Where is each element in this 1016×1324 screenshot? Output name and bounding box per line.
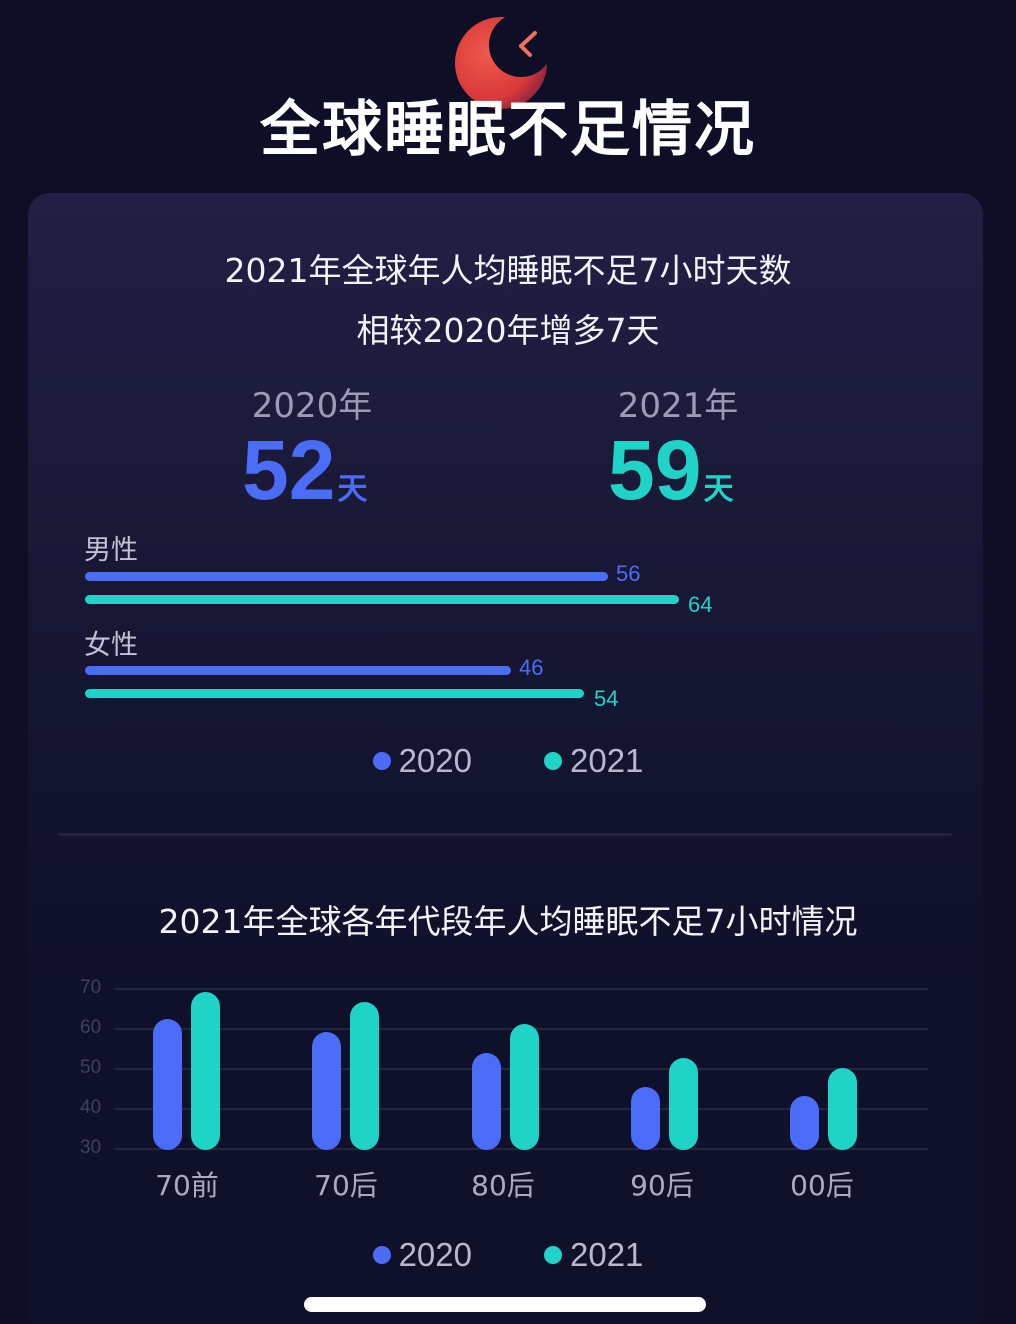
bar-80hou-2021: [510, 1024, 539, 1150]
home-indicator[interactable]: [304, 1297, 706, 1312]
section-divider: [58, 833, 952, 836]
legend-dot-2021-icon: [544, 1246, 562, 1264]
bar-male-2021: [85, 595, 679, 604]
group-label-male: 男性: [84, 535, 138, 566]
value-2020: 52天: [242, 428, 367, 532]
year-2020-label: 2020年: [251, 386, 373, 426]
y-tick-60: 60: [80, 1017, 102, 1038]
bar-70qian-2020: [153, 1019, 182, 1150]
legend-item-2020: 2020: [372, 742, 472, 780]
bar-90hou-2021: [669, 1058, 698, 1150]
age-legend: 2020 2021: [0, 1236, 1016, 1274]
x-tick-80hou: 80后: [471, 1169, 535, 1202]
value-2020-number: 52: [242, 423, 336, 517]
page-title: 全球睡眠不足情况: [260, 95, 756, 165]
legend-label-2020: 2020: [398, 742, 472, 779]
x-tick-90hou: 90后: [630, 1169, 694, 1202]
bar-80hou-2020: [472, 1053, 501, 1150]
legend-label-2021: 2021: [570, 1236, 644, 1273]
bar-female-2021: [85, 689, 584, 698]
value-2021-unit: 天: [703, 472, 734, 507]
bar-90hou-2020: [631, 1087, 660, 1150]
y-tick-70: 70: [80, 977, 102, 998]
grid-line-70: [115, 988, 928, 990]
legend-label-2021: 2021: [570, 742, 644, 779]
value-female-2020: 46: [519, 655, 544, 680]
legend-label-2020: 2020: [398, 1236, 472, 1273]
legend-item-2020: 2020: [372, 1236, 472, 1274]
y-tick-40: 40: [80, 1097, 102, 1118]
bar-70qian-2021: [191, 992, 220, 1150]
legend-dot-2020-icon: [372, 752, 391, 770]
legend-dot-2021-icon: [544, 752, 562, 770]
bar-female-2020: [85, 666, 511, 675]
x-tick-70qian: 70前: [155, 1169, 219, 1202]
moon-clock-icon: [455, 17, 547, 109]
summary-line-1: 2021年全球年人均睡眠不足7小时天数: [224, 251, 792, 290]
value-2020-unit: 天: [337, 472, 368, 507]
value-male-2020: 56: [616, 561, 641, 586]
bar-00hou-2020: [790, 1096, 819, 1150]
y-tick-50: 50: [80, 1057, 102, 1078]
gender-legend: 2020 2021: [0, 742, 1016, 780]
content-card: [28, 193, 983, 1324]
y-tick-30: 30: [80, 1137, 102, 1158]
value-2021-number: 59: [608, 423, 702, 517]
x-tick-00hou: 00后: [790, 1169, 854, 1202]
value-male-2021: 64: [688, 592, 713, 617]
bar-70hou-2021: [350, 1002, 379, 1150]
summary-line-2: 相较2020年增多7天: [356, 311, 660, 350]
legend-dot-2020-icon: [372, 1246, 391, 1264]
legend-item-2021: 2021: [544, 742, 643, 780]
x-tick-70hou: 70后: [314, 1169, 378, 1202]
value-female-2021: 54: [594, 686, 619, 711]
legend-item-2021: 2021: [544, 1236, 643, 1274]
year-2021-label: 2021年: [617, 386, 739, 426]
bar-male-2020: [85, 572, 608, 581]
bar-70hou-2020: [312, 1032, 341, 1150]
age-chart-title: 2021年全球各年代段年人均睡眠不足7小时情况: [158, 902, 858, 941]
value-2021: 59天: [608, 428, 733, 532]
group-label-female: 女性: [84, 630, 138, 661]
bar-00hou-2021: [828, 1068, 857, 1150]
